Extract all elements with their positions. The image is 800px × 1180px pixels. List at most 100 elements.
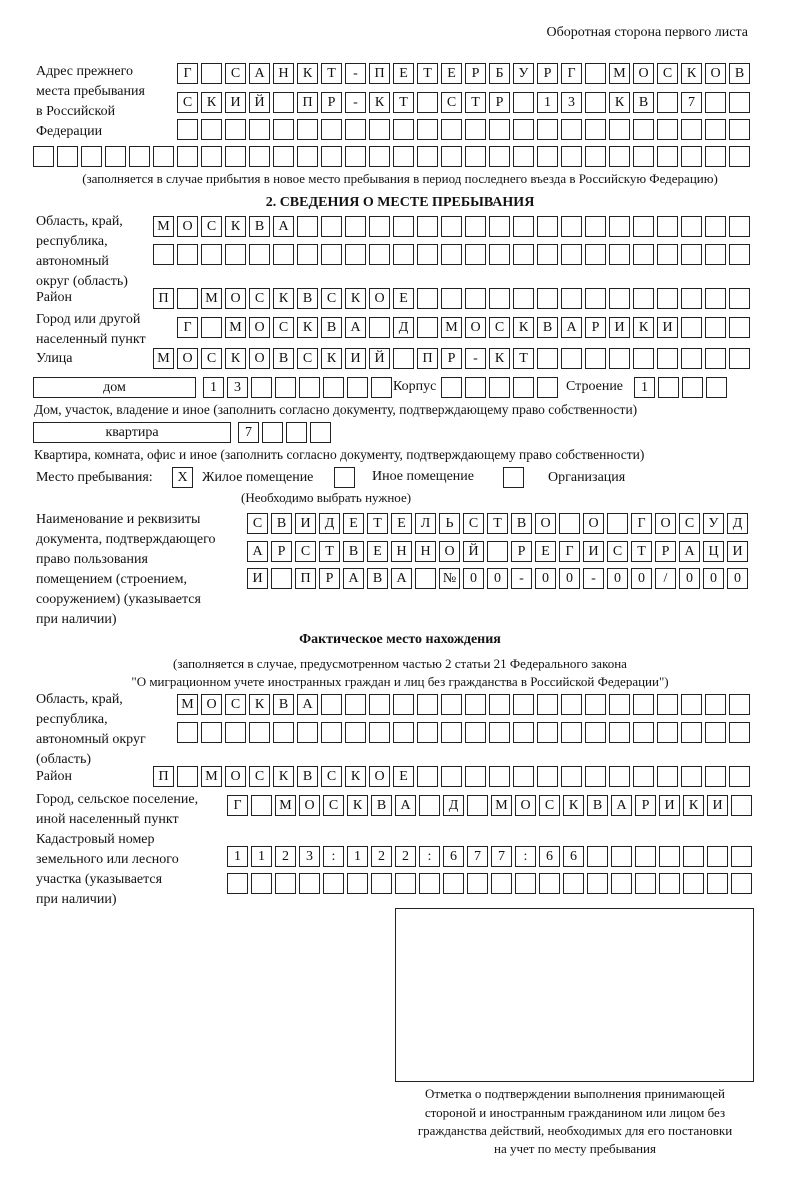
- char-box[interactable]: 2: [395, 846, 416, 867]
- char-box[interactable]: [585, 722, 606, 743]
- char-box[interactable]: С: [295, 541, 316, 562]
- char-box[interactable]: [587, 846, 608, 867]
- char-box[interactable]: К: [681, 63, 702, 84]
- char-box[interactable]: [681, 348, 702, 369]
- char-box[interactable]: :: [515, 846, 536, 867]
- char-box[interactable]: [609, 146, 630, 167]
- char-box[interactable]: В: [587, 795, 608, 816]
- char-box[interactable]: Ц: [703, 541, 724, 562]
- char-box[interactable]: 1: [203, 377, 224, 398]
- char-box[interactable]: [369, 244, 390, 265]
- char-box[interactable]: П: [153, 288, 174, 309]
- char-box[interactable]: Р: [537, 63, 558, 84]
- char-box[interactable]: 2: [371, 846, 392, 867]
- char-box[interactable]: [227, 873, 248, 894]
- char-box[interactable]: [299, 873, 320, 894]
- char-box[interactable]: [537, 146, 558, 167]
- char-box[interactable]: И: [345, 348, 366, 369]
- char-box[interactable]: [345, 146, 366, 167]
- char-box[interactable]: 1: [251, 846, 272, 867]
- char-box[interactable]: 0: [607, 568, 628, 589]
- char-box[interactable]: А: [345, 317, 366, 338]
- char-box[interactable]: [369, 146, 390, 167]
- char-box[interactable]: [249, 722, 270, 743]
- char-box[interactable]: А: [249, 63, 270, 84]
- char-box[interactable]: К: [369, 92, 390, 113]
- char-box[interactable]: -: [583, 568, 604, 589]
- char-box[interactable]: И: [659, 795, 680, 816]
- char-box[interactable]: [369, 216, 390, 237]
- char-box[interactable]: [321, 216, 342, 237]
- char-box[interactable]: [513, 722, 534, 743]
- char-box[interactable]: [729, 92, 750, 113]
- char-box[interactable]: Р: [321, 92, 342, 113]
- char-box[interactable]: О: [249, 348, 270, 369]
- char-box[interactable]: О: [369, 766, 390, 787]
- char-box[interactable]: [705, 92, 726, 113]
- char-box[interactable]: К: [297, 317, 318, 338]
- char-box[interactable]: Н: [273, 63, 294, 84]
- char-box[interactable]: О: [177, 216, 198, 237]
- char-box[interactable]: [417, 244, 438, 265]
- char-box[interactable]: 0: [463, 568, 484, 589]
- char-box[interactable]: -: [345, 63, 366, 84]
- char-box[interactable]: Г: [631, 513, 652, 534]
- option-residential-checkbox[interactable]: X: [172, 467, 193, 488]
- char-box[interactable]: 0: [535, 568, 556, 589]
- char-box[interactable]: Т: [465, 92, 486, 113]
- char-box[interactable]: [537, 694, 558, 715]
- char-box[interactable]: [393, 216, 414, 237]
- char-box[interactable]: О: [535, 513, 556, 534]
- char-box[interactable]: [609, 119, 630, 140]
- char-box[interactable]: [537, 216, 558, 237]
- char-box[interactable]: [177, 244, 198, 265]
- char-box[interactable]: М: [177, 694, 198, 715]
- char-box[interactable]: Т: [393, 92, 414, 113]
- char-box[interactable]: К: [225, 348, 246, 369]
- char-box[interactable]: [561, 288, 582, 309]
- char-box[interactable]: [513, 119, 534, 140]
- char-box[interactable]: [273, 146, 294, 167]
- char-box[interactable]: [251, 795, 272, 816]
- char-box[interactable]: Й: [249, 92, 270, 113]
- char-box[interactable]: В: [367, 568, 388, 589]
- char-box[interactable]: [371, 377, 392, 398]
- char-box[interactable]: О: [201, 694, 222, 715]
- char-box[interactable]: С: [607, 541, 628, 562]
- char-box[interactable]: [609, 722, 630, 743]
- char-box[interactable]: Д: [319, 513, 340, 534]
- char-box[interactable]: [705, 722, 726, 743]
- char-box[interactable]: С: [297, 348, 318, 369]
- char-box[interactable]: [633, 288, 654, 309]
- char-box[interactable]: [347, 377, 368, 398]
- char-box[interactable]: [729, 244, 750, 265]
- char-box[interactable]: А: [297, 694, 318, 715]
- char-box[interactable]: Е: [343, 513, 364, 534]
- char-box[interactable]: В: [249, 216, 270, 237]
- char-box[interactable]: [681, 146, 702, 167]
- char-box[interactable]: [489, 146, 510, 167]
- char-box[interactable]: [441, 722, 462, 743]
- char-box[interactable]: И: [609, 317, 630, 338]
- char-box[interactable]: О: [633, 63, 654, 84]
- char-box[interactable]: [681, 119, 702, 140]
- char-box[interactable]: [537, 348, 558, 369]
- char-box[interactable]: [321, 722, 342, 743]
- char-box[interactable]: [633, 722, 654, 743]
- char-box[interactable]: [731, 873, 752, 894]
- char-box[interactable]: М: [609, 63, 630, 84]
- char-box[interactable]: [129, 146, 150, 167]
- char-box[interactable]: [275, 873, 296, 894]
- char-box[interactable]: [153, 146, 174, 167]
- char-box[interactable]: [657, 348, 678, 369]
- char-box[interactable]: [393, 722, 414, 743]
- char-box[interactable]: Т: [367, 513, 388, 534]
- char-box[interactable]: Е: [441, 63, 462, 84]
- char-box[interactable]: [441, 146, 462, 167]
- char-box[interactable]: [369, 722, 390, 743]
- char-box[interactable]: 0: [559, 568, 580, 589]
- char-box[interactable]: [657, 766, 678, 787]
- char-box[interactable]: О: [465, 317, 486, 338]
